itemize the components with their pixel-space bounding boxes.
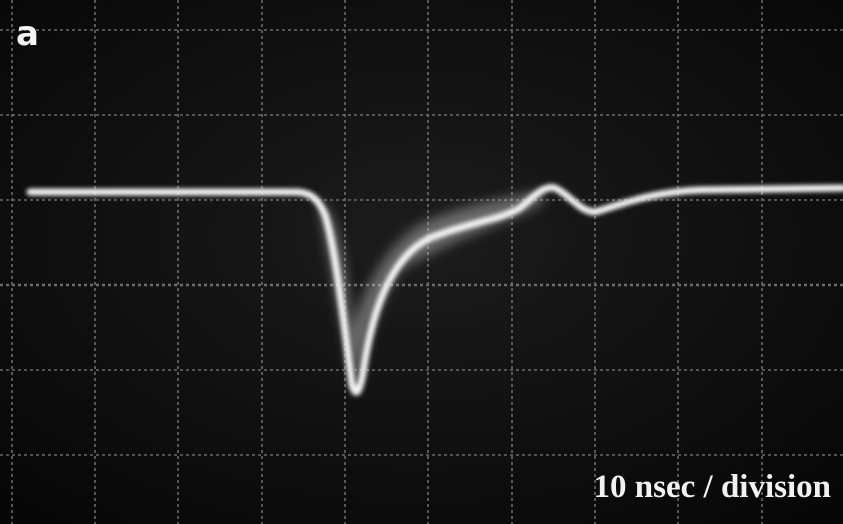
trace — [26, 183, 843, 396]
panel-label: a — [16, 14, 39, 54]
caption: 10 nsec / division — [593, 469, 831, 505]
